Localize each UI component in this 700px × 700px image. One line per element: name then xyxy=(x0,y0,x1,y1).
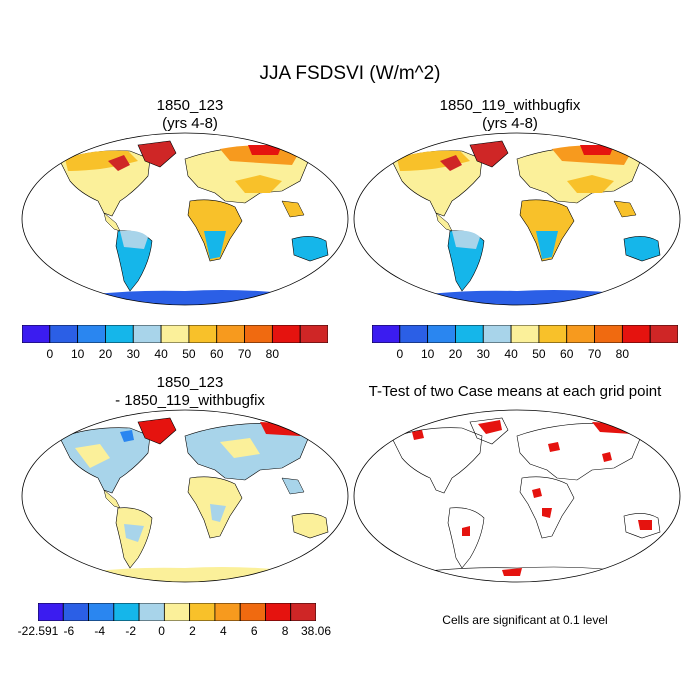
colorbar-label: 70 xyxy=(237,347,252,361)
colorbar-swatch xyxy=(372,325,401,343)
colorbar-swatch xyxy=(188,325,218,343)
colorbar-label: 60 xyxy=(210,347,224,361)
colorbar-label: 80 xyxy=(265,347,280,361)
colorbar-label: 80 xyxy=(615,347,630,361)
colorbar-swatch xyxy=(214,603,241,621)
colorbar-swatch xyxy=(594,325,623,343)
colorbar-swatch xyxy=(22,325,51,343)
colorbar-label: 60 xyxy=(560,347,574,361)
colorbar-swatch xyxy=(163,603,191,621)
colorbar-swatch xyxy=(455,325,484,343)
colorbar-absolute-1-labels: 0 10 20 30 40 50 60 70 80 xyxy=(22,347,328,363)
colorbar-swatch xyxy=(649,325,678,343)
colorbar-label: 10 xyxy=(70,347,85,361)
colorbar-label: 0 xyxy=(396,347,404,361)
colorbar-swatch xyxy=(138,603,165,621)
colorbar-swatch xyxy=(49,325,79,343)
colorbar-label: 50 xyxy=(182,347,196,361)
colorbar-swatch xyxy=(427,325,456,343)
colorbar-swatch xyxy=(77,325,106,343)
colorbar-swatch xyxy=(299,325,328,343)
colorbar-swatch xyxy=(160,325,190,343)
panel-title-ttest: T-Test of two Case means at each grid po… xyxy=(368,383,662,400)
colorbar-label: 6 xyxy=(250,624,258,638)
colorbar-label: 30 xyxy=(476,347,490,361)
colorbar-swatch xyxy=(38,603,64,621)
colorbar-absolute-2-labels: 0 10 20 30 40 50 60 70 80 xyxy=(372,347,678,363)
colorbar-absolute-2 xyxy=(372,325,678,343)
colorbar-swatch xyxy=(265,603,292,621)
panel-title-1850-119-withbugfix: 1850_119_withbugfix (yrs 4-8) xyxy=(439,97,581,132)
colorbar-label: 0 xyxy=(46,347,54,361)
colorbar-label: 4 xyxy=(219,624,227,638)
colorbar-swatch xyxy=(132,325,162,343)
colorbar-label: -4 xyxy=(94,624,106,638)
colorbar-swatch xyxy=(239,603,266,621)
colorbar-swatch xyxy=(62,603,89,621)
colorbar-label: 8 xyxy=(281,624,289,638)
map-1850-123 xyxy=(21,132,349,306)
colorbar-difference-labels: -22.591 -6 -4 -2 0 2 4 6 8 38.06 xyxy=(18,624,331,640)
colorbar-swatch xyxy=(189,603,216,621)
figure-title: JJA FSDSVI (W/m^2) xyxy=(259,63,441,84)
colorbar-swatch xyxy=(244,325,273,343)
colorbar-label: 30 xyxy=(126,347,140,361)
map-1850-119-withbugfix xyxy=(353,132,681,306)
colorbar-label: 40 xyxy=(504,347,518,361)
colorbar-swatch xyxy=(271,325,301,343)
colorbar-swatch xyxy=(482,325,512,343)
colorbar-label: -2 xyxy=(125,624,136,638)
colorbar-swatch xyxy=(510,325,540,343)
colorbar-label: 0 xyxy=(158,624,165,638)
colorbar-label: 10 xyxy=(420,347,435,361)
colorbar-label: 50 xyxy=(532,347,546,361)
colorbar-swatch xyxy=(216,325,245,343)
colorbar-swatch xyxy=(399,325,429,343)
colorbar-swatch xyxy=(538,325,568,343)
colorbar-swatch xyxy=(621,325,651,343)
colorbar-swatch xyxy=(105,325,134,343)
colorbar-label: 40 xyxy=(154,347,168,361)
colorbar-swatch xyxy=(88,603,115,621)
colorbar-label: 38.06 xyxy=(300,624,332,638)
map-ttest xyxy=(353,409,681,583)
colorbar-difference xyxy=(38,603,316,621)
colorbar-label: -22.591 xyxy=(17,624,59,638)
panel-title-difference: 1850_123 - 1850_119_withbugfix xyxy=(115,374,265,409)
colorbar-label: 2 xyxy=(189,624,196,638)
colorbar-swatch xyxy=(113,603,140,621)
colorbar-swatch xyxy=(566,325,595,343)
colorbar-absolute-1 xyxy=(22,325,328,343)
colorbar-label: 20 xyxy=(448,347,463,361)
colorbar-label: 70 xyxy=(587,347,602,361)
colorbar-label: -6 xyxy=(63,624,75,638)
colorbar-label: 20 xyxy=(98,347,113,361)
map-difference xyxy=(21,409,349,583)
significance-note: Cells are significant at 0.1 level xyxy=(442,613,608,627)
panel-title-1850-123: 1850_123 (yrs 4-8) xyxy=(156,97,224,132)
colorbar-swatch xyxy=(290,603,316,621)
